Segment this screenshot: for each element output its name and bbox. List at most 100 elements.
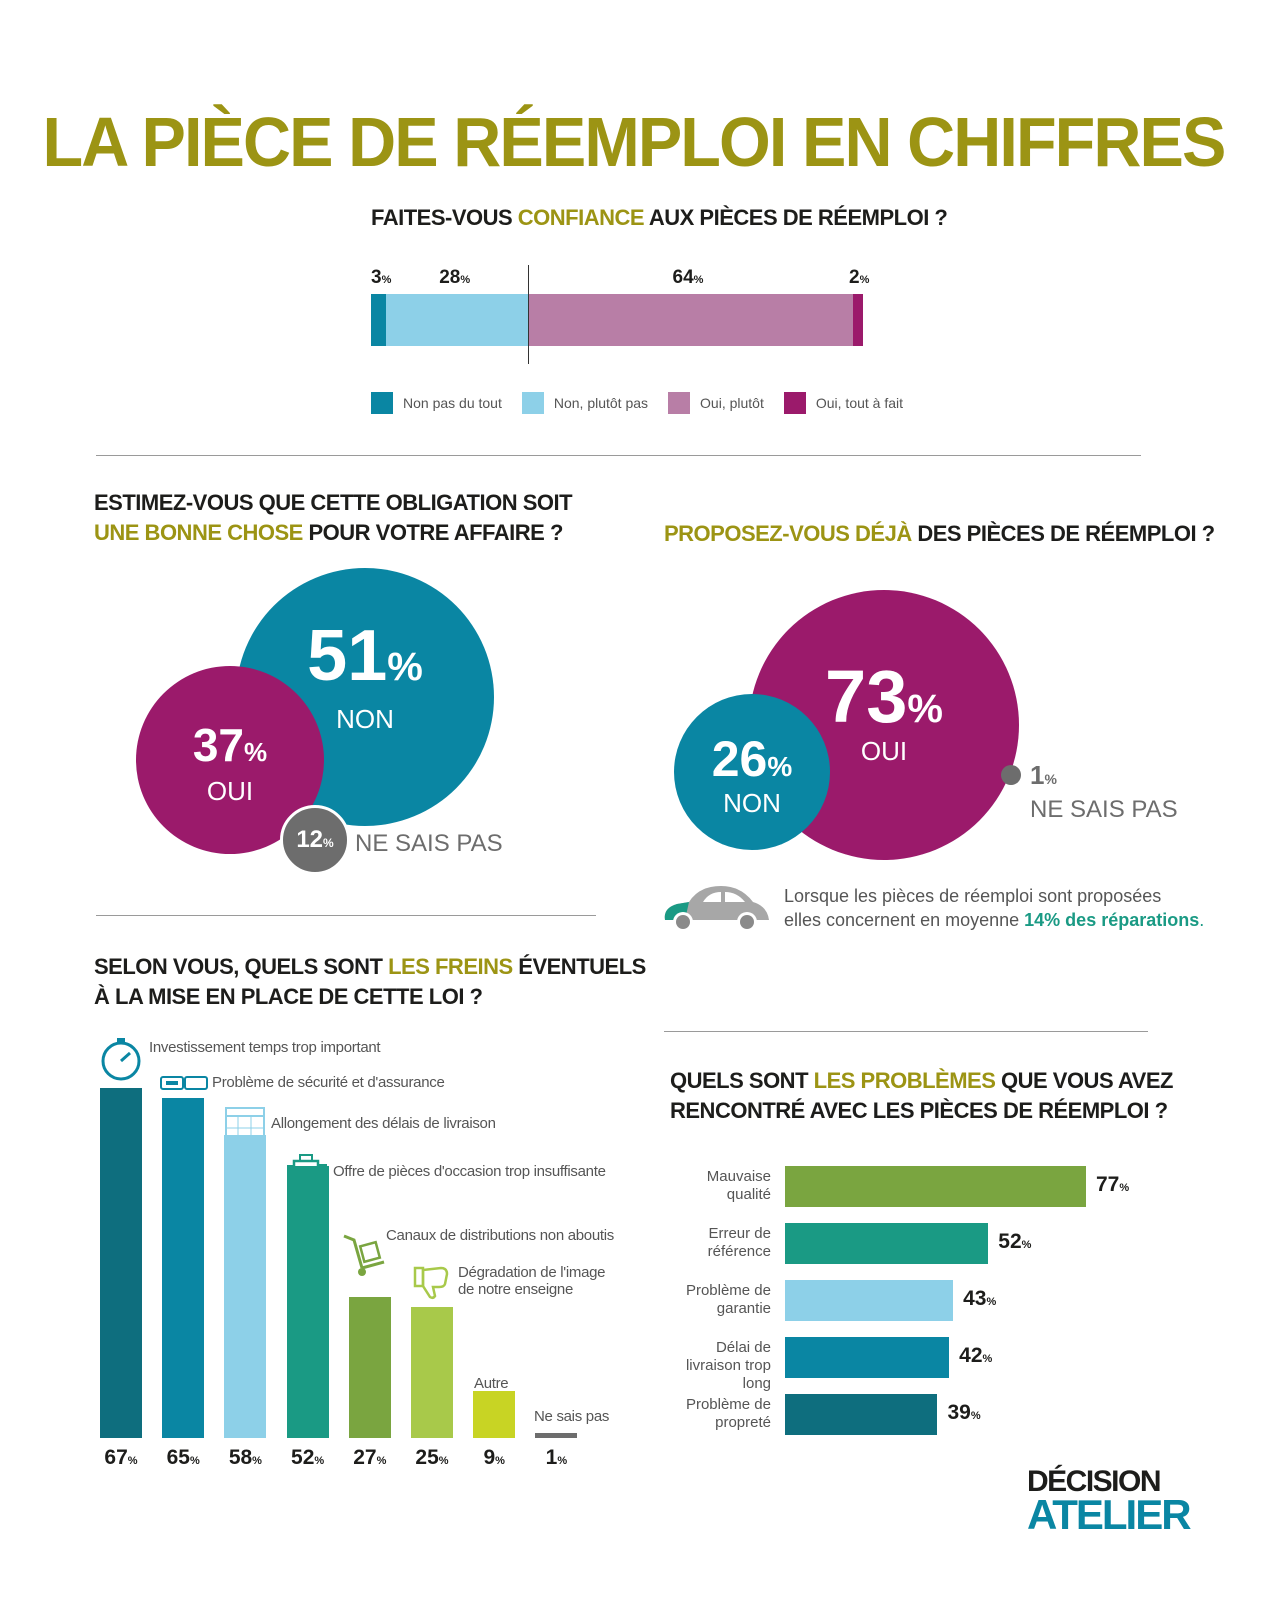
bubble-value: 73% xyxy=(825,655,943,738)
legend: Non pas du tout Non, plutôt pas Oui, plutô… xyxy=(371,392,903,414)
segment-label: 64% xyxy=(672,267,704,288)
bar-value: 43% xyxy=(963,1287,997,1310)
note-line: . xyxy=(1199,910,1205,930)
logo-line1: DÉCISION xyxy=(1027,1465,1162,1498)
question-confiance: FAITES-VOUS CONFIANCE AUX PIÈCES DE RÉEM… xyxy=(371,203,948,233)
note-highlight: 14% des réparations xyxy=(1024,910,1200,930)
question-text: AUX PIÈCES DE RÉEMPLOI ? xyxy=(644,205,948,230)
bar-label: Autre xyxy=(474,1375,509,1392)
bubble-value: 51% xyxy=(307,616,423,696)
legend-item: Non pas du tout xyxy=(371,392,502,414)
question-highlight: PROPOSEZ-VOUS DÉJÀ xyxy=(664,521,912,546)
legend-item: Oui, plutôt xyxy=(668,392,764,414)
page-title: LA PIÈCE DE RÉEMPLOI EN CHIFFRES xyxy=(42,103,1227,181)
bar-value: 65% xyxy=(166,1446,200,1469)
bar-value: 1% xyxy=(545,1446,568,1469)
reparations-note: Lorsque les pièces de réemploi sont prop… xyxy=(784,884,1204,932)
seatbelt-icon xyxy=(160,1074,208,1097)
bubble-label: NE SAIS PAS xyxy=(355,830,503,857)
divider xyxy=(96,455,1141,456)
bar-label: Problème de propreté xyxy=(685,1396,771,1431)
bar xyxy=(473,1390,516,1438)
bubble-label: NON xyxy=(336,704,394,734)
bar xyxy=(785,1280,954,1321)
legend-swatch xyxy=(668,392,691,414)
bar-label: Canaux de distributions non aboutis xyxy=(386,1227,614,1244)
stacked-segment xyxy=(371,294,387,346)
bar xyxy=(224,1135,267,1438)
bar-value: 67% xyxy=(104,1446,138,1469)
stacked-segment xyxy=(528,294,853,346)
question-text: DES PIÈCES DE RÉEMPLOI ? xyxy=(911,521,1215,546)
bar xyxy=(535,1432,578,1438)
bubble-non: 26% NON xyxy=(674,694,830,850)
question-text: ÉVENTUELS xyxy=(512,954,646,979)
thumbs-down-icon xyxy=(413,1266,451,1305)
bubble-dot xyxy=(1001,765,1021,785)
logo-line2: ATELIER xyxy=(1027,1491,1192,1538)
bar-value: 25% xyxy=(415,1446,449,1469)
car-icon xyxy=(655,880,773,941)
bubble-value: 37% xyxy=(192,719,268,771)
bar xyxy=(162,1098,205,1438)
legend-swatch xyxy=(783,392,806,414)
bubble-ne-sais-pas: 12% xyxy=(280,805,350,875)
legend-label: Oui, tout à fait xyxy=(815,395,904,411)
bar xyxy=(348,1296,391,1438)
bar-value: 58% xyxy=(228,1446,262,1469)
question-highlight: LES PROBLÈMES xyxy=(813,1068,996,1093)
bar xyxy=(411,1307,453,1438)
note-line: elles concernent en moyenne xyxy=(784,910,1025,930)
bubble-label: OUI xyxy=(206,776,254,806)
bar-label: Problème de sécurité et d'assurance xyxy=(212,1074,445,1091)
bar-value: 77% xyxy=(1096,1173,1130,1196)
divider xyxy=(96,915,596,916)
question-text: ESTIMEZ-VOUS QUE CETTE OBLIGATION SOIT xyxy=(94,490,573,515)
bar-label: Problème de garantie xyxy=(685,1282,771,1317)
bar-label: Mauvaise qualité xyxy=(706,1168,771,1203)
divider xyxy=(664,1031,1148,1032)
bar-value: 52% xyxy=(998,1230,1032,1253)
question-problemes: QUELS SONT LES PROBLÈMES QUE VOUS AVEZ R… xyxy=(670,1066,1173,1126)
question-bonne-chose: ESTIMEZ-VOUS QUE CETTE OBLIGATION SOIT U… xyxy=(94,488,573,548)
stacked-segment xyxy=(386,294,529,346)
question-text: QUE VOUS AVEZ xyxy=(995,1068,1173,1093)
question-highlight: CONFIANCE xyxy=(517,205,645,230)
bar-label: Offre de pièces d'occasion trop insuffis… xyxy=(333,1163,606,1180)
hand-truck-icon xyxy=(340,1232,388,1283)
legend-label: Non, plutôt pas xyxy=(553,395,649,411)
legend-item: Non, plutôt pas xyxy=(521,392,649,414)
bar-label: Ne sais pas xyxy=(534,1408,610,1425)
bar xyxy=(785,1394,938,1435)
bubble-value: 1% xyxy=(1030,760,1057,790)
bubble-label: NON xyxy=(723,788,781,818)
stacked-segment xyxy=(852,294,863,346)
bar xyxy=(785,1337,950,1378)
bar-label: Dégradation de l'image de notre enseigne xyxy=(458,1264,606,1298)
question-freins: SELON VOUS, QUELS SONT LES FREINS ÉVENTU… xyxy=(94,952,646,1012)
bar-value: 52% xyxy=(291,1446,325,1469)
bar-value: 39% xyxy=(947,1401,981,1424)
question-text: À LA MISE EN PLACE DE CETTE LOI ? xyxy=(94,984,483,1009)
bubble-value: 26% xyxy=(711,731,793,787)
segment-label: 3% xyxy=(371,267,392,288)
note-line: Lorsque les pièces de réemploi sont prop… xyxy=(784,886,1162,906)
question-text: FAITES-VOUS xyxy=(371,205,518,230)
bar xyxy=(785,1166,1086,1207)
bubble-value: 12% xyxy=(296,826,334,853)
question-highlight: LES FREINS xyxy=(388,954,513,979)
logo: DÉCISION ATELIER xyxy=(1027,1465,1207,1538)
bubble-label: NE SAIS PAS xyxy=(1030,796,1178,823)
stacked-divider xyxy=(528,265,530,364)
engine-icon xyxy=(286,1153,328,1190)
bar-label: Allongement des délais de livraison xyxy=(271,1115,496,1132)
bar-label: Délai de livraison trop long xyxy=(685,1339,771,1392)
question-highlight: UNE BONNE CHOSE xyxy=(94,520,303,545)
question-text: QUELS SONT xyxy=(670,1068,814,1093)
bubble-label: OUI xyxy=(860,736,908,766)
question-text: RENCONTRÉ AVEC LES PIÈCES DE RÉEMPLOI ? xyxy=(670,1098,1168,1123)
legend-item: Oui, tout à fait xyxy=(783,392,904,414)
question-text: POUR VOTRE AFFAIRE ? xyxy=(302,520,563,545)
segment-label: 28% xyxy=(439,267,471,288)
bar-value: 27% xyxy=(353,1446,387,1469)
